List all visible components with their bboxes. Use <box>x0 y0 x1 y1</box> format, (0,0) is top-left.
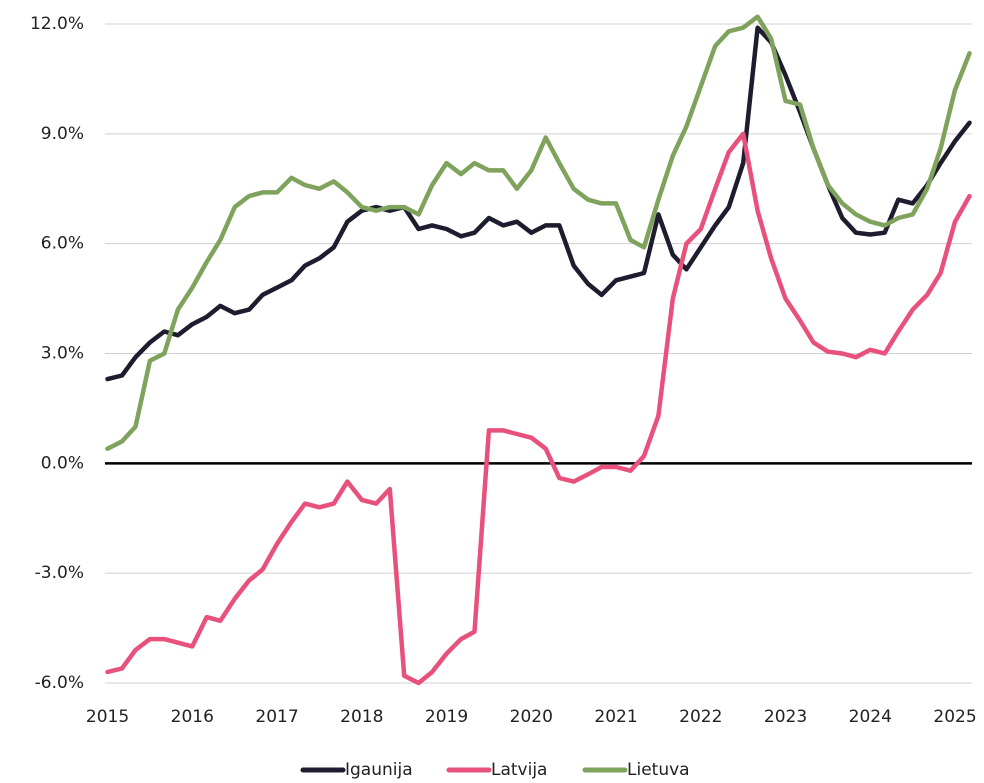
y-tick-label: 3.0% <box>41 344 84 364</box>
x-tick-label: 2025 <box>933 707 976 727</box>
series-line <box>105 131 972 686</box>
x-tick-label: 2021 <box>594 707 637 727</box>
x-tick-label: 2016 <box>171 707 214 727</box>
x-tick-label: 2018 <box>340 707 383 727</box>
y-tick-label: 6.0% <box>41 234 84 254</box>
legend-label: Lietuva <box>627 760 690 780</box>
x-tick-label: 2023 <box>764 707 807 727</box>
y-tick-label: 9.0% <box>41 124 84 144</box>
x-tick-label: 2017 <box>255 707 298 727</box>
legend: Igaunija Latvija Lietuva <box>300 760 690 780</box>
y-tick-label: -3.0% <box>35 563 84 583</box>
x-tick-label: 2022 <box>679 707 722 727</box>
x-tick-label: 2015 <box>86 707 129 727</box>
y-tick-label: -6.0% <box>35 673 84 693</box>
x-tick-label: 2019 <box>425 707 468 727</box>
legend-label: Igaunija <box>345 760 413 780</box>
y-tick-label: 0.0% <box>41 453 84 473</box>
series-line <box>105 14 972 451</box>
x-tick-label: 2020 <box>510 707 553 727</box>
x-tick-label: 2024 <box>849 707 892 727</box>
legend-label: Latvija <box>491 760 547 780</box>
y-tick-label: 12.0% <box>30 14 84 34</box>
